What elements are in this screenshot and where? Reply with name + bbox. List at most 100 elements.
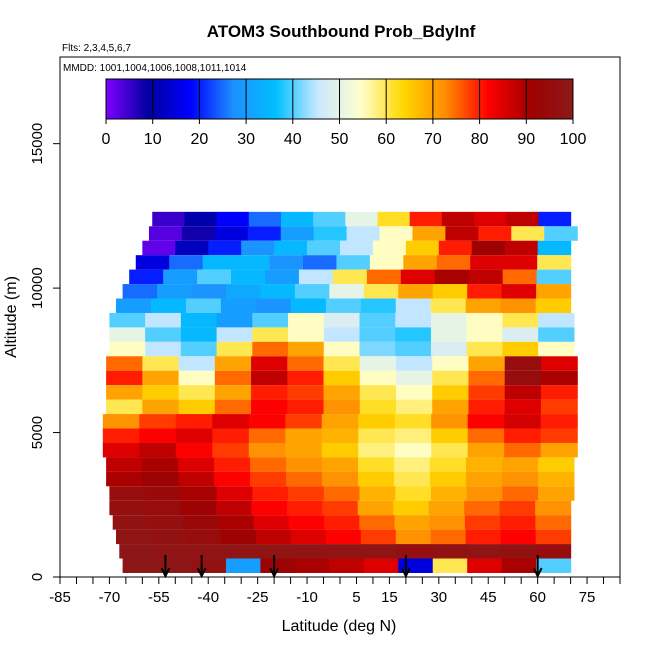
- heat-cell: [313, 226, 348, 241]
- heat-cell: [321, 428, 359, 443]
- colorbar-swatch: [297, 79, 301, 119]
- heat-cell: [214, 471, 251, 487]
- heat-cell: [122, 284, 158, 299]
- heat-cell: [535, 298, 572, 313]
- colorbar-swatch: [416, 79, 420, 119]
- heat-cell: [188, 544, 225, 559]
- colorbar-swatch: [304, 79, 308, 119]
- heat-cell: [538, 341, 575, 357]
- colorbar-swatch: [446, 79, 450, 119]
- heat-cell: [180, 312, 218, 328]
- heat-cell: [220, 298, 257, 313]
- heat-cell: [109, 312, 146, 328]
- colorbar-swatch: [313, 79, 317, 119]
- heat-cell: [538, 486, 575, 501]
- heat-cell: [106, 385, 143, 400]
- y-axis: 0 5000 10000 15000: [29, 123, 61, 581]
- heat-cell: [102, 428, 140, 443]
- heat-cell: [430, 529, 467, 545]
- colorbar-swatch: [383, 79, 387, 119]
- colorbar-swatch: [145, 79, 149, 119]
- colorbar-swatch: [512, 79, 516, 119]
- colorbar-swatch: [113, 79, 116, 119]
- heat-cell: [216, 211, 250, 227]
- colorbar-swatch: [325, 79, 329, 119]
- colorbar-swatch: [150, 79, 154, 119]
- x-tick-label: 45: [480, 589, 497, 606]
- heat-cell: [470, 255, 505, 270]
- heat-cell: [466, 544, 502, 559]
- heat-cell: [265, 269, 300, 285]
- heat-cell: [152, 211, 186, 227]
- heat-cell: [499, 500, 536, 516]
- colorbar-swatch: [348, 79, 352, 119]
- heat-cell: [292, 544, 329, 559]
- heat-cell: [185, 298, 222, 313]
- heat-cell: [360, 298, 397, 313]
- colorbar-swatch: [173, 79, 177, 119]
- heat-cell: [429, 471, 467, 487]
- heat-cell: [395, 327, 432, 342]
- colorbar-tick-label: 70: [424, 131, 442, 148]
- heat-cell: [287, 385, 325, 400]
- colorbar-swatch: [551, 79, 555, 119]
- colorbar-swatch: [176, 79, 179, 119]
- heat-cell: [241, 240, 275, 256]
- heat-cell: [466, 327, 504, 342]
- colorbar-swatch: [493, 79, 497, 119]
- heat-cell: [247, 226, 282, 241]
- heat-cell: [394, 428, 432, 443]
- colorbar-swatch: [253, 79, 256, 119]
- colorbar-swatch: [374, 79, 378, 119]
- x-tick-label: -70: [99, 589, 121, 606]
- colorbar-swatch: [311, 79, 315, 119]
- heat-cell: [236, 255, 271, 270]
- heat-cell: [535, 500, 572, 516]
- colorbar-swatch: [320, 79, 324, 119]
- heat-cell: [398, 558, 434, 573]
- heat-cell: [251, 385, 288, 400]
- colorbar-swatch: [395, 79, 399, 119]
- heat-cell: [501, 471, 539, 487]
- profile-arrow: [269, 555, 280, 579]
- colorbar-swatch: [393, 79, 397, 119]
- colorbar-swatch: [549, 79, 553, 119]
- heat-cell: [538, 327, 575, 342]
- heat-cell: [360, 529, 397, 545]
- heat-cell: [471, 240, 506, 256]
- heat-cell: [251, 399, 288, 415]
- colorbar-swatch: [288, 79, 291, 119]
- heat-cell: [396, 370, 433, 386]
- heat-cell: [357, 500, 394, 516]
- heat-cell: [180, 341, 218, 357]
- dates-annotation: MMDD: 1001,1004,1006,1008,1011,1014: [63, 63, 247, 74]
- heat-cell: [225, 284, 262, 299]
- colorbar-swatch: [199, 79, 203, 119]
- heat-cell: [395, 529, 432, 545]
- colorbar-swatch: [131, 79, 135, 119]
- colorbar-tick-label: 30: [237, 131, 255, 148]
- heat-cell: [359, 341, 396, 357]
- heat-cell: [394, 414, 432, 429]
- colorbar-swatch: [138, 79, 142, 119]
- heat-cell: [181, 226, 216, 241]
- colorbar-swatch: [472, 79, 476, 119]
- heat-cell: [393, 500, 430, 516]
- heat-cell: [468, 385, 506, 400]
- colorbar-swatch: [411, 79, 415, 119]
- heat-cell: [405, 240, 440, 256]
- heat-cell: [467, 284, 503, 299]
- heat-cell: [142, 399, 180, 415]
- heat-cell: [431, 442, 469, 458]
- heat-cell: [468, 356, 506, 371]
- colorbar-swatch: [332, 79, 336, 119]
- x-tick-label: -25: [247, 589, 269, 606]
- heat-cell: [287, 370, 325, 386]
- colorbar-swatch: [271, 79, 275, 119]
- colorbar-swatch: [453, 79, 457, 119]
- heat-cell: [536, 269, 572, 285]
- colorbar-swatch: [285, 79, 289, 119]
- colorbar-swatch: [390, 79, 394, 119]
- heat-cell: [269, 255, 304, 270]
- heat-cell: [214, 399, 252, 415]
